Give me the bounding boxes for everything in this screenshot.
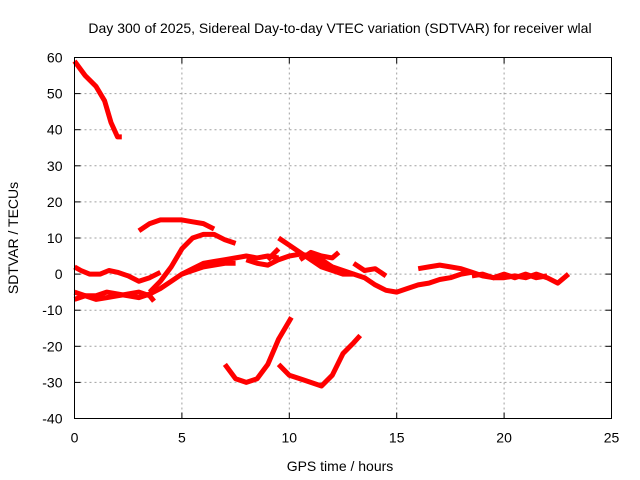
- y-tick-label: 30: [47, 158, 63, 174]
- y-tick-label: -40: [42, 411, 62, 427]
- x-tick-label: 15: [389, 430, 405, 446]
- y-tick-label: -10: [42, 302, 62, 318]
- y-tick-label: 50: [47, 86, 63, 102]
- series-line-s5: [137, 217, 216, 233]
- series-line-s2: [73, 264, 162, 284]
- x-tick-label: 20: [496, 430, 512, 446]
- series-line-s13: [352, 261, 388, 278]
- y-axis-label: SDTVAR / TECUs: [5, 182, 21, 294]
- x-tick-label: 25: [604, 430, 620, 446]
- series-line-s10: [277, 235, 334, 270]
- y-tick-label: 60: [47, 50, 63, 66]
- x-axis-label: GPS time / hours: [287, 458, 394, 474]
- series-line-s4: [73, 260, 236, 302]
- series-line-s16: [222, 316, 294, 385]
- series-line-s7: [180, 253, 280, 277]
- x-tick-label: 5: [178, 430, 186, 446]
- series-line-s12: [309, 257, 473, 295]
- series-line-s9: [266, 247, 281, 262]
- y-tick-label: 0: [55, 266, 63, 282]
- y-tick-label: -30: [42, 374, 62, 390]
- y-tick-label: -20: [42, 338, 62, 354]
- y-tick-label: 10: [47, 230, 63, 246]
- y-tick-label: 20: [47, 194, 63, 210]
- series-line-s6: [147, 231, 237, 294]
- x-tick-label: 0: [71, 430, 79, 446]
- grid: [74, 57, 612, 419]
- series-line-s17: [276, 333, 363, 389]
- series-line-s15: [471, 271, 548, 281]
- series-layer: [72, 59, 571, 389]
- chart-title: Day 300 of 2025, Sidereal Day-to-day VTE…: [88, 20, 591, 36]
- y-tick-label: 40: [47, 122, 63, 138]
- x-tick-label: 10: [282, 430, 298, 446]
- series-line-s1: [72, 59, 122, 140]
- series-line-s11: [298, 249, 341, 262]
- ticks: 0 5 10 15 20 25 -40 -30 -20 -10 0 10 20 30 40 50 60: [42, 50, 619, 446]
